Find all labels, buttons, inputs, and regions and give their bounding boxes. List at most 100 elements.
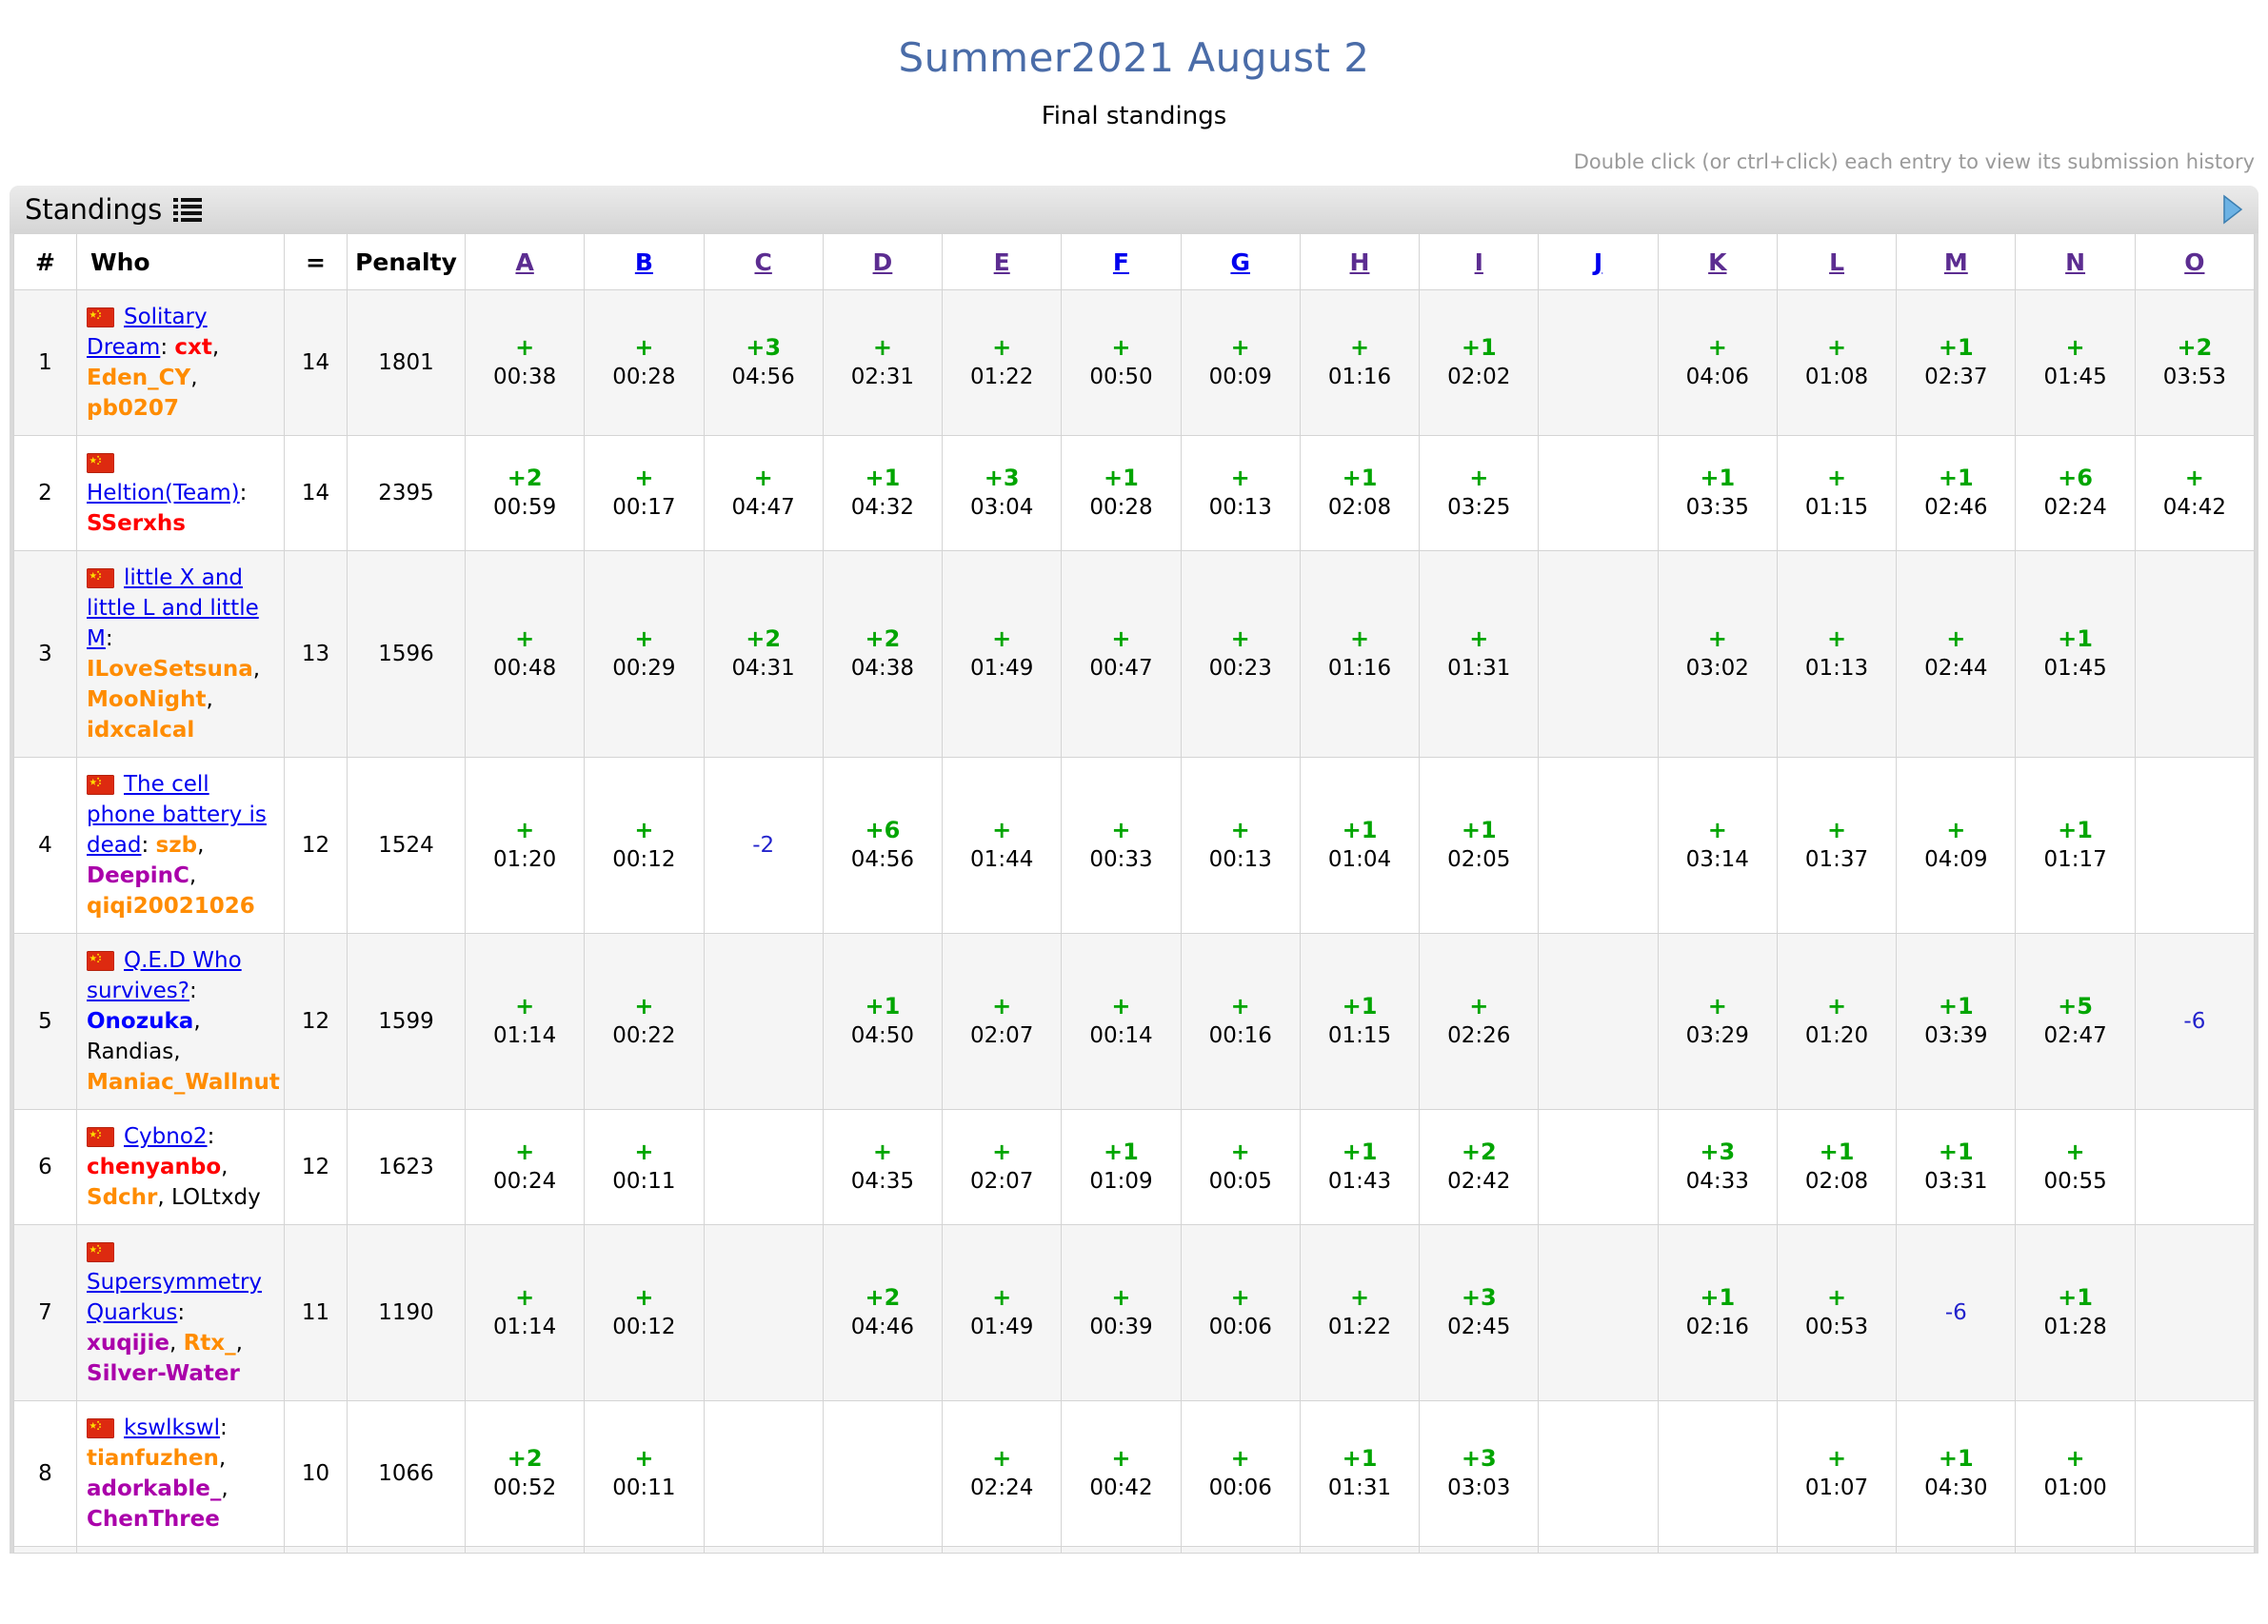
result-cell-M[interactable]: +04:09 [1896, 757, 2017, 934]
result-cell-K[interactable]: +1 03:35 [1657, 435, 1778, 551]
result-cell-B[interactable]: +00:12 [584, 1224, 705, 1401]
result-cell-A[interactable]: +01:14 [464, 1224, 586, 1401]
result-cell-C[interactable]: +3 04:56 [703, 289, 824, 436]
result-cell-B[interactable]: +00:29 [584, 550, 705, 758]
team-link[interactable]: Q.E.D Who survives? [87, 948, 242, 1003]
team-link[interactable]: kswlkswl [124, 1416, 221, 1440]
result-cell-A[interactable]: +00:24 [464, 1109, 586, 1225]
result-cell-D[interactable]: +6 04:56 [822, 757, 944, 934]
problem-link-L[interactable]: L [1829, 248, 1845, 276]
result-cell-G[interactable]: +00:16 [1180, 933, 1301, 1110]
result-cell-E[interactable]: +02:24 [942, 1400, 1063, 1547]
result-cell-G[interactable]: +00:05 [1180, 1109, 1301, 1225]
result-cell-H[interactable]: +01:22 [1299, 1224, 1421, 1401]
result-cell-K[interactable]: +04:06 [1657, 289, 1778, 436]
team-link[interactable]: Solitary Dream [87, 305, 208, 360]
result-cell-L[interactable]: +01:15 [1776, 435, 1898, 551]
result-cell-F[interactable]: +00:42 [1061, 1400, 1182, 1547]
result-cell-L[interactable]: +1 02:08 [1776, 1109, 1898, 1225]
team-link[interactable]: Cybno2 [124, 1124, 208, 1149]
result-cell-H[interactable]: +01:16 [1299, 289, 1421, 436]
result-cell-C[interactable]: -2 [703, 757, 824, 934]
result-cell-E[interactable]: +02:07 [942, 1109, 1063, 1225]
result-cell-C[interactable]: +2 04:31 [703, 550, 824, 758]
result-cell-D[interactable]: +1 04:50 [822, 933, 944, 1110]
result-cell-O[interactable]: +2 03:53 [2134, 289, 2256, 436]
result-cell-N[interactable]: +1 01:17 [2015, 757, 2136, 934]
result-cell-H[interactable]: +1 01:31 [1299, 1400, 1421, 1547]
result-cell-F[interactable]: +00:14 [1061, 933, 1182, 1110]
problem-link-M[interactable]: M [1943, 248, 1968, 276]
problem-link-C[interactable]: C [754, 248, 772, 276]
result-cell-L[interactable]: +01:20 [1776, 933, 1898, 1110]
result-cell-L[interactable]: +00:53 [1776, 1224, 1898, 1401]
result-cell-A[interactable]: +00:48 [464, 550, 586, 758]
list-icon[interactable] [173, 197, 203, 223]
result-cell-N[interactable]: +1 01:45 [2015, 550, 2136, 758]
result-cell-A[interactable]: +2 00:59 [464, 435, 586, 551]
result-cell-K[interactable]: +03:02 [1657, 550, 1778, 758]
result-cell-F[interactable]: +1 01:09 [1061, 1109, 1182, 1225]
result-cell-A[interactable]: +01:14 [464, 933, 586, 1110]
result-cell-I[interactable]: +02:26 [1419, 933, 1540, 1110]
problem-link-D[interactable]: D [872, 248, 893, 276]
result-cell-H[interactable]: +1 02:08 [1299, 435, 1421, 551]
problem-link-F[interactable]: F [1112, 248, 1129, 276]
result-cell-I[interactable]: +01:31 [1419, 550, 1540, 758]
problem-link-I[interactable]: I [1474, 248, 1483, 276]
result-cell-F[interactable]: +00:39 [1061, 1224, 1182, 1401]
problem-link-O[interactable]: O [2184, 248, 2205, 276]
result-cell-B[interactable]: +00:12 [584, 757, 705, 934]
result-cell-K[interactable]: +3 04:33 [1657, 1109, 1778, 1225]
result-cell-H[interactable]: +1 01:15 [1299, 933, 1421, 1110]
result-cell-F[interactable]: +00:33 [1061, 757, 1182, 934]
result-cell-B[interactable]: +00:11 [584, 1400, 705, 1547]
result-cell-D[interactable]: +04:35 [822, 1109, 944, 1225]
result-cell-K[interactable]: +03:14 [1657, 757, 1778, 934]
result-cell-M[interactable]: +1 02:37 [1896, 289, 2017, 436]
result-cell-M[interactable]: +1 04:30 [1896, 1400, 2017, 1547]
result-cell-F[interactable]: +00:50 [1061, 289, 1182, 436]
problem-link-J[interactable]: J [1593, 248, 1603, 276]
problem-link-G[interactable]: G [1230, 248, 1250, 276]
result-cell-E[interactable]: +01:49 [942, 1224, 1063, 1401]
result-cell-M[interactable]: +1 02:46 [1896, 435, 2017, 551]
result-cell-F[interactable]: +00:47 [1061, 550, 1182, 758]
problem-link-A[interactable]: A [515, 248, 534, 276]
result-cell-M[interactable]: +1 03:31 [1896, 1109, 2017, 1225]
result-cell-G[interactable]: +00:06 [1180, 1224, 1301, 1401]
result-cell-B[interactable]: +00:11 [584, 1109, 705, 1225]
result-cell-M[interactable]: -6 [1896, 1224, 2017, 1401]
team-link[interactable]: Supersymmetry Quarkus [87, 1270, 263, 1325]
result-cell-H[interactable]: +01:16 [1299, 550, 1421, 758]
result-cell-I[interactable]: +03:25 [1419, 435, 1540, 551]
result-cell-C[interactable]: +04:47 [703, 435, 824, 551]
result-cell-E[interactable]: +01:49 [942, 550, 1063, 758]
result-cell-N[interactable]: +1 01:28 [2015, 1224, 2136, 1401]
result-cell-E[interactable]: +02:07 [942, 933, 1063, 1110]
team-link[interactable]: Heltion(Team) [87, 481, 240, 505]
problem-link-K[interactable]: K [1708, 248, 1727, 276]
result-cell-N[interactable]: +01:45 [2015, 289, 2136, 436]
result-cell-K[interactable]: +1 02:16 [1657, 1224, 1778, 1401]
result-cell-I[interactable]: +3 02:45 [1419, 1224, 1540, 1401]
result-cell-E[interactable]: +01:22 [942, 289, 1063, 436]
result-cell-D[interactable]: +2 04:38 [822, 550, 944, 758]
result-cell-I[interactable]: +1 02:05 [1419, 757, 1540, 934]
result-cell-K[interactable]: +03:29 [1657, 933, 1778, 1110]
problem-link-H[interactable]: H [1349, 248, 1370, 276]
result-cell-H[interactable]: +1 01:04 [1299, 757, 1421, 934]
arrow-right-icon[interactable] [2220, 194, 2243, 225]
result-cell-N[interactable]: +6 02:24 [2015, 435, 2136, 551]
result-cell-A[interactable]: +00:38 [464, 289, 586, 436]
result-cell-D[interactable]: +2 04:46 [822, 1224, 944, 1401]
result-cell-N[interactable]: +00:55 [2015, 1109, 2136, 1225]
team-link[interactable]: The cell phone battery is dead [87, 772, 267, 858]
result-cell-A[interactable]: +01:20 [464, 757, 586, 934]
result-cell-B[interactable]: +00:17 [584, 435, 705, 551]
result-cell-F[interactable]: +1 00:28 [1061, 435, 1182, 551]
result-cell-D[interactable]: +02:31 [822, 289, 944, 436]
problem-link-E[interactable]: E [993, 248, 1010, 276]
result-cell-I[interactable]: +2 02:42 [1419, 1109, 1540, 1225]
result-cell-O[interactable]: +04:42 [2134, 435, 2256, 551]
